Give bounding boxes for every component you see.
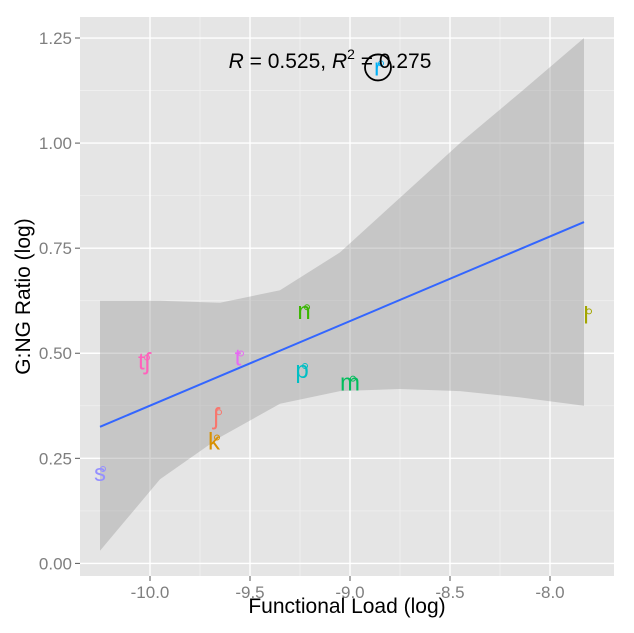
grid-major bbox=[80, 17, 614, 576]
data-point: ʃ bbox=[211, 403, 222, 430]
point-label: m bbox=[340, 370, 360, 397]
point-marker bbox=[100, 466, 106, 473]
point-label: t bbox=[235, 344, 242, 371]
x-tick-label: -8.5 bbox=[435, 583, 464, 602]
point-label: p bbox=[295, 357, 308, 384]
y-tick-label: 1.00 bbox=[39, 134, 72, 153]
x-tick-label: -8.0 bbox=[535, 583, 564, 602]
data-point: n bbox=[297, 298, 310, 325]
point-marker bbox=[214, 434, 220, 441]
point-marker bbox=[586, 308, 592, 315]
data-point: k bbox=[208, 429, 221, 456]
point-label: r bbox=[374, 54, 382, 81]
data-point: p bbox=[295, 357, 308, 384]
highlight-circle bbox=[364, 53, 392, 82]
x-tick-label: -9.5 bbox=[235, 583, 264, 602]
point-marker bbox=[378, 60, 384, 67]
annot-sup: 2 bbox=[347, 46, 355, 62]
data-point: m bbox=[340, 370, 360, 397]
point-marker bbox=[238, 350, 244, 357]
point-label: tʃ bbox=[138, 349, 152, 376]
y-tick-label: 0.75 bbox=[39, 239, 72, 258]
regression-line bbox=[99, 221, 585, 428]
point-label: s bbox=[94, 460, 106, 487]
annot-r: R bbox=[229, 50, 244, 73]
point-label: ʃ bbox=[211, 403, 220, 430]
y-tick-label: 0.00 bbox=[39, 554, 72, 573]
y-tick-label: 0.25 bbox=[39, 449, 72, 468]
y-axis-title: G:NG Ratio (log) bbox=[12, 218, 35, 374]
x-tick-label: -10.0 bbox=[131, 583, 170, 602]
correlation-annotation: R = 0.525, R2 = 0.275 bbox=[229, 46, 432, 73]
point-marker bbox=[216, 409, 222, 416]
data-points: s tʃ ʃk t n p m r l bbox=[94, 53, 592, 487]
point-marker bbox=[144, 354, 150, 361]
y-tick-label: 1.25 bbox=[39, 29, 72, 48]
point-marker bbox=[350, 375, 356, 382]
annot-eq2: = 0.275 bbox=[355, 50, 431, 73]
annot-r2: R bbox=[332, 50, 347, 73]
point-marker bbox=[304, 304, 310, 311]
y-tick-label: 0.50 bbox=[39, 344, 72, 363]
confidence-band bbox=[100, 38, 584, 551]
data-point: t bbox=[235, 344, 244, 371]
data-point: tʃ bbox=[138, 349, 152, 376]
annot-eq1: = 0.525, bbox=[244, 50, 332, 73]
x-axis-ticks: -10.0 -9.5 -9.0 -8.5 -8.0 bbox=[131, 576, 565, 602]
plot-panel bbox=[80, 17, 614, 576]
data-point: s bbox=[94, 460, 106, 487]
data-point: l bbox=[583, 302, 592, 329]
point-label: n bbox=[297, 298, 310, 325]
point-label: k bbox=[208, 429, 221, 456]
y-axis-ticks: 0.00 0.25 0.50 0.75 1.00 1.25 bbox=[39, 29, 80, 573]
data-point: r bbox=[364, 53, 392, 82]
x-axis-title: Functional Load (log) bbox=[248, 595, 445, 618]
grid-minor bbox=[80, 17, 614, 576]
point-marker bbox=[302, 363, 308, 370]
x-tick-label: -9.0 bbox=[335, 583, 364, 602]
point-label: l bbox=[583, 302, 588, 329]
